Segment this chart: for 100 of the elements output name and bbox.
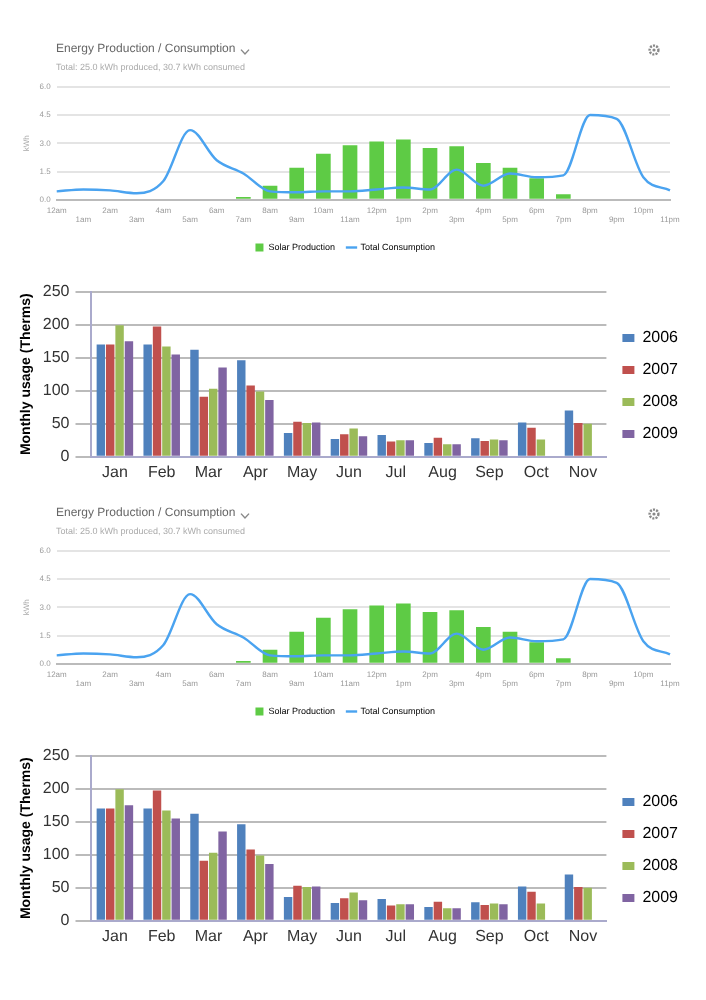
y-tick-label: 50 [51, 878, 71, 897]
bar [424, 442, 433, 456]
bar [342, 145, 358, 199]
bar [396, 440, 405, 456]
bar [143, 344, 152, 456]
y-tick-label: 0 [60, 447, 71, 466]
x-tick-label: Aug [428, 462, 457, 481]
bar [330, 902, 340, 920]
bar [536, 439, 546, 456]
x-tick-label: Aug [428, 926, 457, 945]
y-tick-label: 150 [42, 348, 71, 367]
x-tick-label: Mar [194, 926, 223, 945]
bar [480, 440, 489, 456]
bar [564, 410, 574, 456]
bar [246, 385, 255, 456]
bar [302, 887, 312, 920]
bar [106, 344, 115, 456]
bar [208, 388, 218, 456]
bar [96, 344, 106, 456]
y-tick-label: 150 [42, 812, 71, 831]
bar [386, 905, 396, 920]
bar [452, 444, 461, 456]
bar [422, 148, 438, 199]
bar [369, 141, 385, 199]
legend-label: 2008 [642, 392, 680, 411]
bar [115, 789, 124, 920]
bar [480, 904, 489, 920]
bar [237, 824, 246, 920]
x-tick-label: Jun [336, 926, 362, 945]
y-tick-label: 100 [42, 845, 71, 864]
bar [517, 886, 527, 920]
bar [386, 441, 396, 456]
bar [424, 906, 433, 920]
bar [405, 904, 415, 920]
y-tick-label: 0 [60, 911, 71, 930]
bar [218, 367, 227, 456]
bar [124, 805, 134, 920]
bar [143, 808, 152, 920]
bar [449, 610, 465, 663]
bar [302, 423, 312, 456]
bar [443, 444, 452, 456]
bar [471, 902, 480, 920]
x-tick-label: Feb [147, 462, 177, 481]
bar [349, 892, 358, 920]
bar [433, 901, 443, 920]
bar [255, 855, 265, 920]
bar [152, 790, 162, 920]
bar [283, 897, 293, 920]
bar [199, 860, 209, 920]
bar [396, 904, 405, 920]
x-tick-label: Sep [475, 462, 505, 481]
bar [377, 434, 386, 456]
bar [476, 163, 491, 199]
bar [529, 178, 545, 199]
bar [499, 440, 508, 456]
bar [330, 438, 340, 456]
bar [316, 617, 331, 663]
bar [342, 609, 358, 663]
y-tick-label: 200 [42, 779, 71, 798]
legend-label: 2006 [642, 328, 680, 347]
x-tick-label: Oct [523, 926, 551, 945]
bar [218, 831, 227, 920]
x-tick-label: Nov [568, 462, 598, 481]
bar [152, 326, 162, 456]
bar [583, 423, 592, 456]
bar [358, 436, 368, 456]
bar [171, 818, 180, 920]
bar [443, 908, 452, 920]
x-tick-label: Nov [568, 926, 598, 945]
line-series [55, 113, 672, 195]
bar [340, 434, 349, 456]
bar [471, 438, 480, 456]
bar [536, 903, 546, 920]
bar [574, 887, 583, 920]
x-tick-label: Jul [385, 926, 407, 945]
bar [377, 898, 386, 920]
y-tick-label: 250 [42, 746, 71, 765]
x-tick-label: Sep [475, 926, 505, 945]
bar [265, 863, 274, 920]
bar [527, 427, 536, 456]
legend-label: 2006 [642, 792, 680, 811]
bar [583, 887, 592, 920]
bar [115, 325, 124, 456]
bar [449, 146, 465, 199]
bar [396, 139, 411, 199]
y-tick-label: 250 [42, 282, 71, 301]
bar [124, 341, 134, 456]
bar [208, 852, 218, 920]
bar [517, 422, 527, 456]
bar [283, 433, 293, 456]
x-tick-label: Mar [194, 462, 223, 481]
bar [564, 874, 574, 920]
bar [190, 349, 199, 456]
bar [199, 396, 209, 456]
bar [255, 391, 265, 456]
line-series [55, 577, 672, 659]
legend-label: 2007 [642, 360, 680, 379]
bar [96, 808, 106, 920]
bar [265, 399, 274, 456]
x-tick-label: Jan [101, 926, 128, 945]
